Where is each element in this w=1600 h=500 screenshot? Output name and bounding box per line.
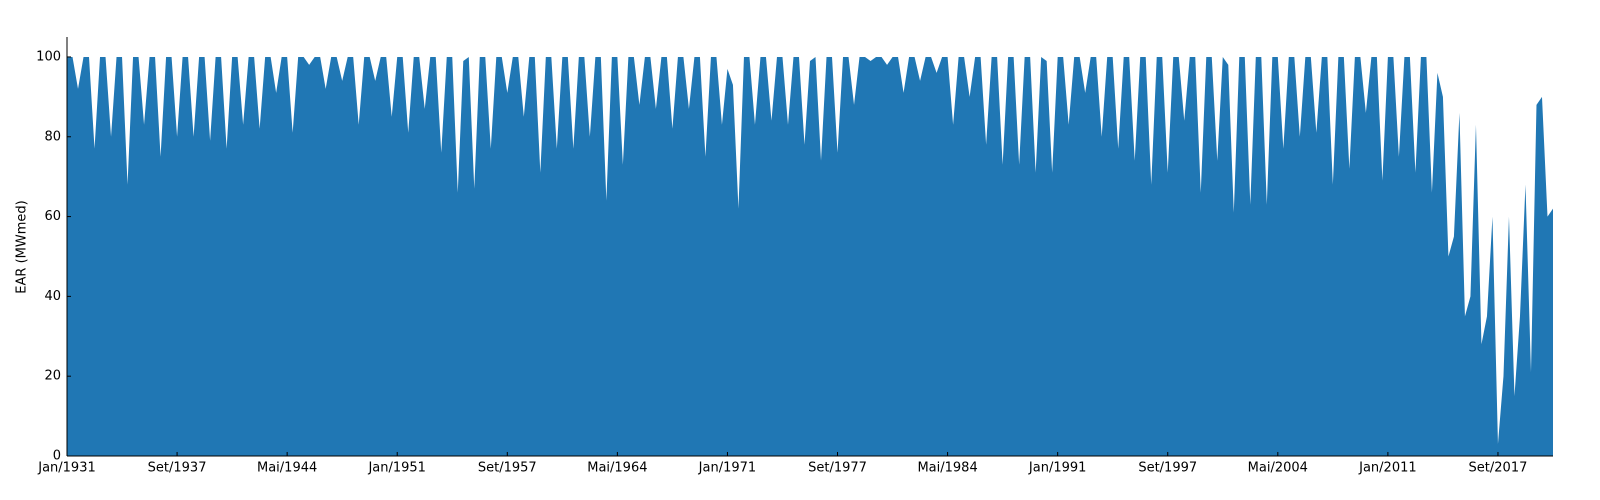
y-tick-label: 60 <box>44 209 61 224</box>
y-axis-label: EAR (MWmed) <box>15 200 30 293</box>
x-tick-label: Mai/1984 <box>917 461 977 476</box>
x-tick-label: Jan/1991 <box>1028 461 1087 476</box>
x-tick-label: Set/1957 <box>478 461 537 476</box>
area <box>67 56 1553 456</box>
y-tick-label: 20 <box>44 369 61 384</box>
y-tick-label: 100 <box>36 49 61 64</box>
x-tick-label: Mai/1964 <box>587 461 647 476</box>
x-tick-label: Jan/2011 <box>1358 461 1417 476</box>
x-tick-label: Set/1997 <box>1138 461 1197 476</box>
x-tick-label: Set/1977 <box>808 461 867 476</box>
x-tick-label: Jan/1931 <box>37 461 96 476</box>
x-tick-label: Jan/1971 <box>698 461 757 476</box>
x-tick-label: Mai/2004 <box>1248 461 1308 476</box>
x-tick-label: Set/1937 <box>148 461 207 476</box>
x-tick-label: Mai/1944 <box>257 461 317 476</box>
x-tick-label: Jan/1951 <box>367 461 426 476</box>
y-tick-label: 0 <box>53 449 61 464</box>
y-tick-label: 40 <box>44 289 61 304</box>
y-tick-label: 80 <box>44 129 61 144</box>
x-tick-label: Set/2017 <box>1469 461 1528 476</box>
